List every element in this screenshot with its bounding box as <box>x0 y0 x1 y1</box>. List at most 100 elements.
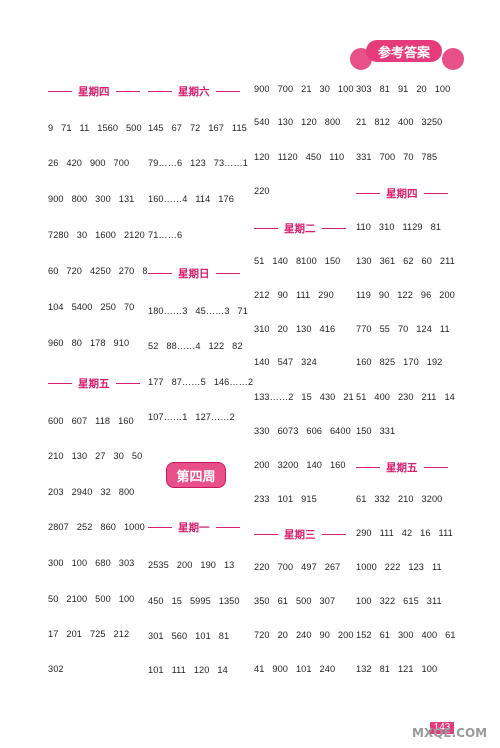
answer-row: 132 81 121 100 <box>356 664 438 674</box>
heading-text: 星期日 <box>178 268 210 280</box>
heading-rule-left <box>48 90 72 93</box>
answer-row: 50 2100 500 100 <box>48 594 135 604</box>
answer-row: 130 361 62 60 211 <box>356 256 455 266</box>
heading-thursday-2: 星期四 <box>356 186 448 201</box>
heading-tuesday: 星期二 <box>254 221 346 236</box>
answer-row: 303 81 91 20 100 <box>356 84 451 94</box>
answer-row: 177 87……5 146……2 <box>148 377 254 387</box>
answer-row: 302 <box>48 664 64 674</box>
heading-rule-left <box>48 382 72 385</box>
heading-wednesday: 星期三 <box>254 527 346 542</box>
answer-row: 720 20 240 90 200 <box>254 630 354 640</box>
heading-text: 星期一 <box>178 522 210 534</box>
answer-row: 600 607 118 160 <box>48 416 134 426</box>
answer-row: 330 6073 606 6400 <box>254 426 351 436</box>
answer-row: 331 700 70 785 <box>356 152 438 162</box>
answer-row: 900 800 300 131 <box>48 194 135 204</box>
answer-row: 301 560 101 81 <box>148 631 230 641</box>
heading-rule-right <box>115 90 140 93</box>
heading-rule-right <box>215 90 240 93</box>
answer-row: 290 111 42 16 111 <box>356 528 453 538</box>
answer-row: 1000 222 123 11 <box>356 562 442 572</box>
heading-rule-left <box>356 192 380 195</box>
heading-friday-2: 星期五 <box>356 460 448 475</box>
answer-key-title: 参考答案 <box>366 40 442 62</box>
heading-friday-1: 星期五 <box>48 376 140 391</box>
answer-row: 210 130 27 30 50 <box>48 451 143 461</box>
heading-text: 星期四 <box>386 188 418 200</box>
answer-row: 220 <box>254 186 270 196</box>
heading-rule-right <box>321 227 346 230</box>
answer-row: 310 20 130 416 <box>254 324 336 334</box>
answer-row: 212 90 111 290 <box>254 290 334 300</box>
heading-rule-right <box>215 526 240 529</box>
answer-row: 220 700 497 267 <box>254 562 341 572</box>
heading-rule-right <box>423 192 448 195</box>
heading-thursday-1: 星期四 <box>48 84 140 99</box>
heading-monday: 星期一 <box>148 520 240 535</box>
answer-row: 41 900 101 240 <box>254 664 336 674</box>
answer-row: 200 3200 140 160 <box>254 460 346 470</box>
answer-row: 900 700 21 30 100 <box>254 84 354 94</box>
answer-row: 101 111 120 14 <box>148 665 228 675</box>
heading-rule-left <box>148 526 172 529</box>
answer-row: 145 67 72 167 115 <box>148 123 247 133</box>
answer-row: 770 55 70 124 11 <box>356 324 450 334</box>
answer-row: 450 15 5995 1350 <box>148 596 240 606</box>
heading-text: 星期五 <box>386 462 418 474</box>
heading-rule-left <box>148 90 172 93</box>
answer-row: 120 1120 450 110 <box>254 152 345 162</box>
answer-row: 960 80 178 910 <box>48 338 130 348</box>
heading-text: 星期四 <box>78 86 110 98</box>
answer-row: 52 88……4 122 82 <box>148 341 243 351</box>
answer-row: 180……3 45……3 71 <box>148 306 248 316</box>
answer-row: 7280 30 1600 2120 <box>48 230 145 240</box>
answer-row: 152 61 300 400 61 <box>356 630 456 640</box>
answer-row: 150 331 <box>356 426 396 436</box>
answer-row: 79……6 123 73……1 <box>148 158 248 168</box>
answer-row: 2535 200 190 13 <box>148 560 235 570</box>
answer-row: 104 5400 250 70 <box>48 302 135 312</box>
heading-rule-left <box>148 272 172 275</box>
answer-row: 160 825 170 192 <box>356 357 443 367</box>
heading-text: 星期二 <box>284 223 316 235</box>
week-label: 第四周 <box>166 462 226 488</box>
heading-text: 星期六 <box>178 86 210 98</box>
heading-rule-right <box>423 466 448 469</box>
answer-row: 100 322 615 311 <box>356 596 442 606</box>
answer-row: 540 130 120 800 <box>254 117 341 127</box>
answer-row: 26 420 900 700 <box>48 158 130 168</box>
answer-row: 60 720 4250 270 8 <box>48 266 148 276</box>
heading-rule-left <box>356 466 380 469</box>
answer-row: 350 61 500 307 <box>254 596 336 606</box>
answer-row: 133……2 15 430 21 <box>254 392 354 402</box>
heading-sunday: 星期日 <box>148 266 240 281</box>
answer-row: 107……1 127……2 <box>148 412 235 422</box>
answer-row: 51 400 230 211 14 <box>356 392 455 402</box>
heading-rule-right <box>321 533 346 536</box>
answer-row: 119 90 122 96 200 <box>356 290 455 300</box>
answer-row: 61 332 210 3200 <box>356 494 443 504</box>
heading-text: 星期三 <box>284 529 316 541</box>
heading-rule-left <box>254 227 278 230</box>
heading-saturday: 星期六 <box>148 84 240 99</box>
answer-row: 233 101 915 <box>254 494 317 504</box>
badge-right-flower <box>442 48 464 70</box>
page-number: 143 <box>430 722 454 734</box>
heading-text: 星期五 <box>78 378 110 390</box>
heading-rule-right <box>115 382 140 385</box>
answer-row: 140 547 324 <box>254 357 317 367</box>
answer-row: 203 2940 32 800 <box>48 487 135 497</box>
watermark-text: MXQE.COM <box>412 726 488 740</box>
answer-row: 300 100 680 303 <box>48 558 135 568</box>
answer-row: 71……6 <box>148 230 183 240</box>
answer-row: 2807 252 860 1000 <box>48 522 145 532</box>
answer-row: 160……4 114 176 <box>148 194 234 204</box>
answer-row: 51 140 8100 150 <box>254 256 341 266</box>
answer-row: 9 71 11 1560 500 <box>48 123 142 133</box>
answer-row: 110 310 1129 81 <box>356 222 442 232</box>
answer-row: 21 812 400 3250 <box>356 117 443 127</box>
answer-row: 17 201 725 212 <box>48 629 130 639</box>
heading-rule-right <box>215 272 240 275</box>
heading-rule-left <box>254 533 278 536</box>
